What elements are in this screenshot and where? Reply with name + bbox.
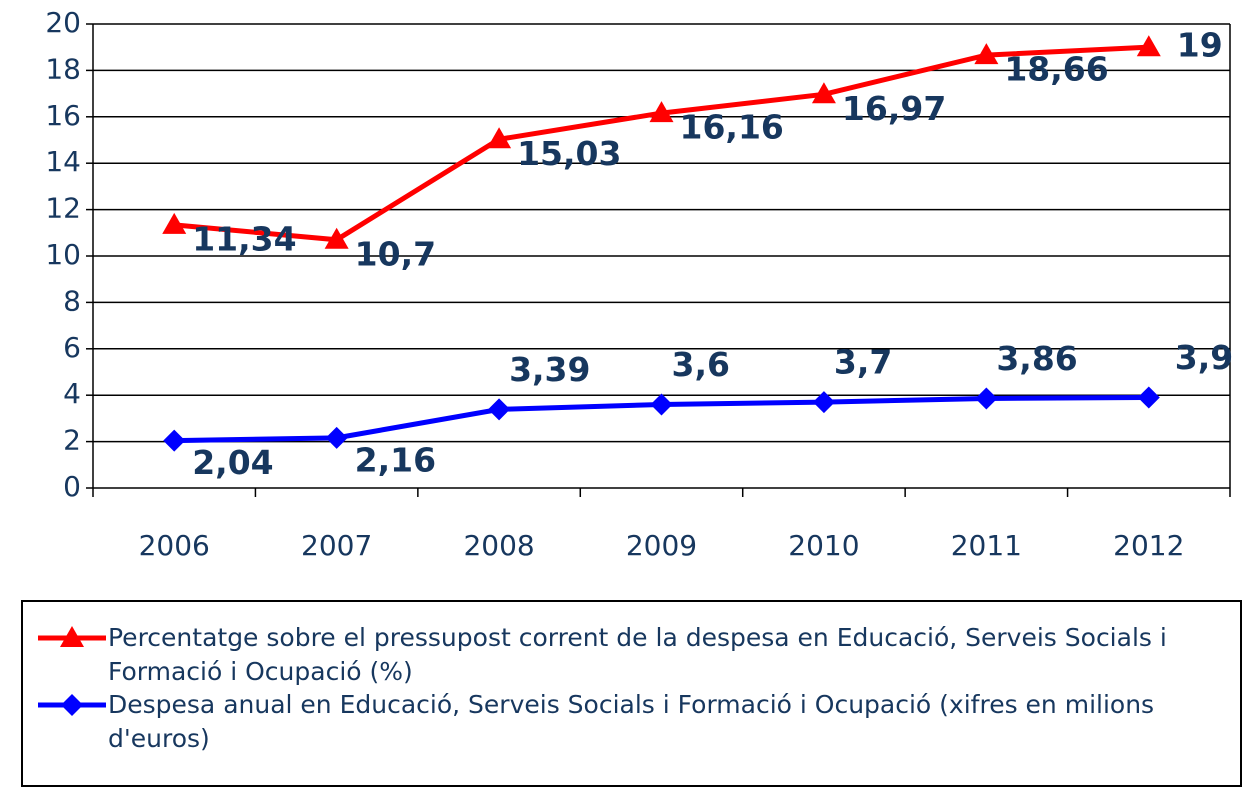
data-label: 2,04: [192, 443, 273, 482]
y-tick-label: 4: [63, 377, 81, 410]
marker: [487, 127, 512, 149]
marker: [324, 227, 349, 249]
x-tick-label: 2011: [951, 529, 1022, 562]
marker: [60, 626, 84, 647]
legend-label: Despesa anual en Educació, Serveis Socia…: [108, 690, 1155, 753]
y-tick-label: 20: [45, 6, 81, 39]
data-label: 3,39: [509, 350, 590, 389]
data-label: 18,66: [1004, 50, 1108, 89]
legend-label: Percentatge sobre el pressupost corrent …: [108, 623, 1167, 686]
marker: [325, 426, 348, 449]
marker: [974, 43, 999, 65]
marker: [649, 101, 674, 123]
series-line: [173, 44, 1149, 243]
marker: [811, 82, 836, 104]
marker: [650, 393, 673, 416]
data-label: 15,03: [517, 134, 621, 173]
data-label: 3,7: [834, 343, 892, 382]
y-tick-label: 12: [45, 192, 81, 225]
marker: [163, 429, 186, 452]
y-tick-label: 18: [45, 52, 81, 85]
y-tick-label: 10: [45, 238, 81, 271]
y-tick-label: 16: [45, 99, 81, 132]
legend-box: [21, 600, 1242, 787]
y-tick-label: 6: [63, 331, 81, 364]
marker: [1137, 386, 1160, 409]
marker: [975, 387, 998, 410]
x-tick-label: 2010: [788, 529, 859, 562]
marker: [488, 398, 511, 421]
y-tick-label: 8: [63, 284, 81, 317]
data-label: 19: [1177, 26, 1223, 65]
data-label: 11,34: [192, 219, 296, 258]
data-label: 3,9: [1175, 338, 1233, 377]
data-label: 3,86: [996, 339, 1077, 378]
marker: [162, 212, 187, 234]
data-label: 3,6: [672, 345, 730, 384]
data-label: 16,97: [842, 89, 946, 128]
data-label: 10,7: [355, 234, 436, 273]
y-tick-label: 0: [63, 470, 81, 503]
marker: [61, 694, 83, 716]
marker: [1136, 35, 1161, 57]
y-tick-label: 14: [45, 145, 81, 178]
data-label: 2,16: [355, 440, 436, 479]
marker: [812, 391, 835, 414]
x-tick-label: 2007: [301, 529, 372, 562]
y-tick-label: 2: [63, 424, 81, 457]
x-tick-label: 2008: [463, 529, 534, 562]
x-tick-label: 2006: [139, 529, 210, 562]
x-tick-label: 2009: [626, 529, 697, 562]
x-tick-label: 2012: [1113, 529, 1184, 562]
data-label: 16,16: [680, 108, 784, 147]
